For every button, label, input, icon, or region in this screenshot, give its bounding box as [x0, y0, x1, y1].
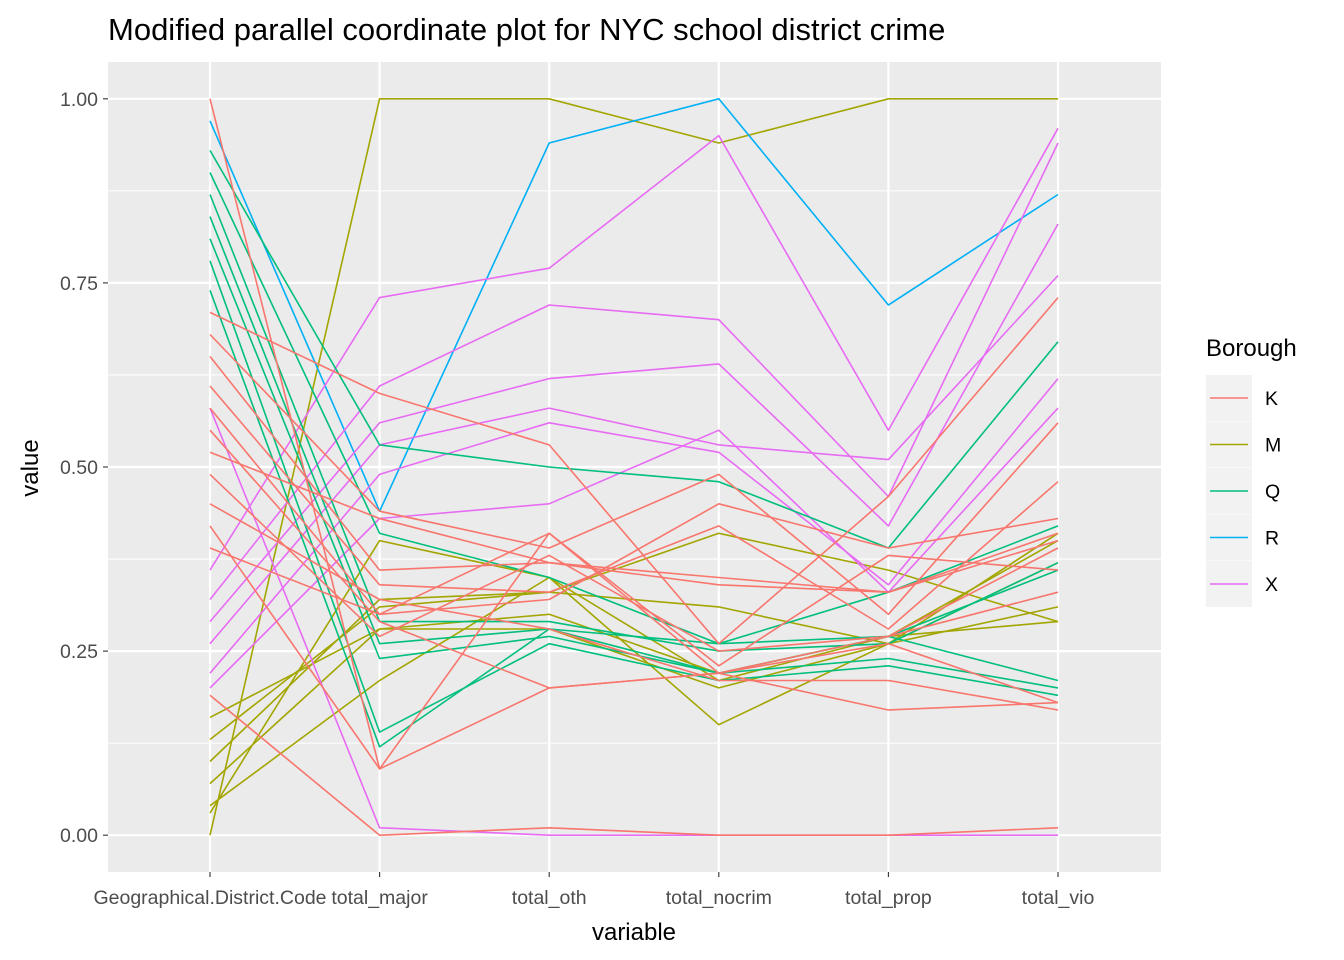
legend-label: X [1265, 574, 1278, 596]
legend-label: R [1265, 528, 1279, 550]
x-axis-ticks: Geographical.District.Code total_major tot… [93, 872, 1094, 909]
series-line-k-23 [209, 297, 1059, 645]
series-line-x-12 [209, 274, 1059, 645]
series-line-k-34 [209, 694, 1059, 837]
series-line-m-5 [209, 613, 1059, 719]
series-line-x-8 [209, 407, 1058, 837]
x-tick-label: total_nocrim [666, 887, 772, 909]
series-line-x-14 [209, 407, 1059, 689]
series-line-k-29 [209, 451, 1059, 594]
y-tick-label: 1.00 [60, 89, 98, 111]
series-line-q-16 [209, 172, 1059, 645]
y-tick-label: 0.25 [60, 641, 98, 663]
series-line-k-22 [209, 98, 1059, 770]
legend-item-r: R [1206, 514, 1279, 561]
chart-title: Modified parallel coordinate plot for NY… [108, 12, 945, 47]
series-line-m-1 [209, 539, 1059, 814]
legend-label: M [1265, 435, 1281, 457]
series-line-k-33 [209, 532, 1059, 675]
y-tick-label: 0.50 [60, 457, 98, 479]
x-tick-label: total_oth [512, 887, 587, 909]
legend-label: K [1265, 388, 1278, 410]
legend-item-k: K [1206, 375, 1278, 421]
series-line-k-32 [209, 525, 1059, 770]
series-line-m-3 [209, 532, 1059, 763]
series-line-q-21 [209, 290, 1059, 748]
series-line-q-15 [209, 150, 1059, 549]
series-line-x-10 [209, 142, 1059, 600]
legend-item-m: M [1206, 421, 1281, 468]
y-axis-ticks: 0.00 0.25 0.50 0.75 1.00 [60, 89, 108, 847]
series-line-x-9 [209, 127, 1059, 571]
y-tick-label: 0.75 [60, 273, 98, 295]
y-axis-title: value [17, 439, 44, 496]
series-line-x-11 [209, 223, 1059, 623]
grid-lines [108, 62, 1161, 872]
legend: Borough K M Q R X [1206, 335, 1297, 607]
legend-keys: K M Q R X [1206, 375, 1281, 607]
x-tick-label: Geographical.District.Code [93, 887, 326, 909]
series-line-q-18 [209, 216, 1059, 645]
x-axis-title: variable [592, 919, 676, 946]
legend-item-q: Q [1206, 468, 1280, 514]
x-tick-label: total_prop [845, 887, 932, 909]
legend-label: Q [1265, 481, 1280, 503]
x-tick-label: total_major [331, 887, 428, 909]
series-line-k-26 [209, 385, 1059, 630]
y-tick-label: 0.00 [60, 825, 98, 847]
series-line-k-27 [209, 407, 1059, 616]
series-line-k-31 [209, 503, 1059, 711]
series-line-q-20 [209, 260, 1059, 733]
legend-title: Borough [1206, 335, 1297, 362]
series-lines [209, 98, 1059, 837]
series-line-k-25 [209, 356, 1059, 594]
series-line-r-7 [209, 98, 1059, 513]
x-tick-label: total_vio [1022, 887, 1095, 909]
legend-item-x: X [1206, 561, 1278, 607]
